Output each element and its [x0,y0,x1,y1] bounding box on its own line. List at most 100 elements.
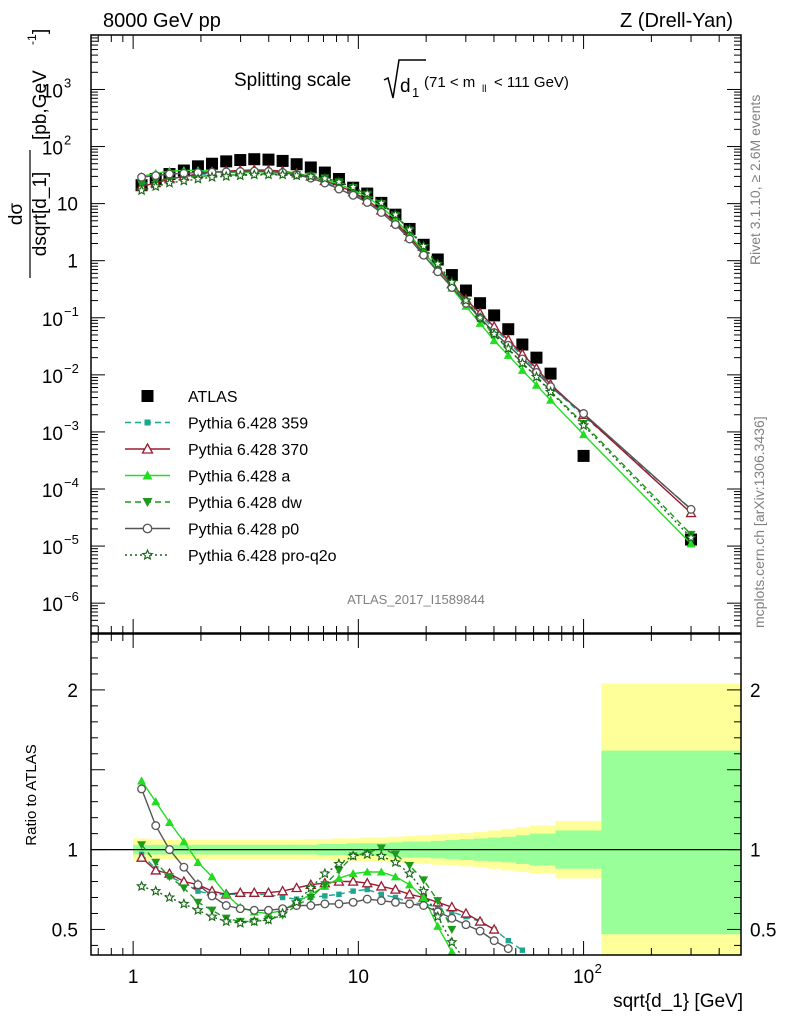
legend-entry: Pythia 6.428 359 [125,416,308,433]
ratio-point [435,904,441,910]
data-point [433,267,443,277]
ratio-point [279,894,286,901]
data-point [220,155,233,168]
ratio-series-pythia-6.428-pro-q2o [135,848,463,955]
ratio-point [405,899,415,909]
legend-entry: ATLAS [141,389,238,406]
ratio-point [206,910,218,922]
x-tick-label-sup: 2 [595,961,602,976]
ratio-point [405,861,415,871]
ratio-point [235,904,245,914]
data-point [319,172,331,184]
ratio-point [178,897,190,909]
ratio-point [419,876,429,885]
ratio-point [333,858,345,869]
data-point [419,250,429,260]
ratio-point [137,784,147,794]
ratio-point [150,864,162,875]
data-point [531,380,541,389]
ratio-point [433,897,443,906]
ratio-point [262,914,275,925]
ratio-point [419,893,429,902]
y-tick-label: 10 [42,367,63,388]
data-point [276,168,289,180]
ratio-point [378,891,385,898]
ratio-point [503,944,513,954]
ratio-point [276,907,289,919]
ratio-point [248,886,260,897]
y-tick-label-sup: −5 [64,532,79,547]
data-point [290,169,303,181]
data-point [163,177,176,188]
data-point [474,297,487,310]
data-point [262,168,275,180]
header-right: Z (Drell-Yan) [620,10,733,32]
ratio-point [376,844,386,853]
series-pythia-6.428-a [137,166,696,548]
data-point [304,161,317,174]
title-text: Splitting scale [234,70,351,91]
y-tick-label: 10 [42,139,63,160]
series-pythia-6.428-pro-q2o [135,168,697,543]
data-point [192,173,204,184]
ratio-point [336,891,342,898]
ylabel-units-sup: -1 [25,34,39,45]
ratio-point [376,867,386,876]
y-tick-label: 10 [42,481,63,502]
ratio-point [277,885,289,896]
ratio-point [305,881,317,893]
ratio-point [461,920,471,930]
data-point [220,170,232,182]
ratio-point [376,896,386,906]
data-point [262,153,275,166]
ratio-point [489,936,499,946]
ratio-point [334,899,344,909]
title-cut-end: < 111 GeV) [494,74,569,91]
ratio-plot-series [135,776,526,955]
ratio-plot-frame [90,633,742,956]
ratio-point [193,857,203,866]
data-point [502,323,515,336]
ratio-point [179,837,189,846]
y-tick-label: 10 [57,195,78,216]
ratio-point [234,886,246,897]
main-title: Splitting scale d 1 (71 < m ll < 111 GeV… [234,59,569,100]
data-point [305,170,317,182]
ratio-point [417,885,430,897]
y-tick-label: 10 [42,424,63,445]
rivet-label: Rivet 3.1.10, ≥ 2.6M events [747,95,763,265]
ratio-point [221,901,231,910]
y-tick-label-sup: 2 [64,133,71,148]
ratio-point [475,926,485,936]
data-point [530,351,543,364]
ratio-point [192,904,204,916]
ratio-point [361,848,373,860]
series-pythia-6.428-p0 [137,166,696,514]
ratio-point [488,923,500,934]
data-point [150,180,162,192]
data-point [334,184,344,194]
xlabel: sqrt{d_1} [GeV] [613,991,743,1012]
ratio-point [348,869,358,878]
ratio-point [151,797,161,806]
ratio-point [137,841,147,850]
legend-label: Pythia 6.428 pro-q2o [188,548,337,565]
data-point [489,335,499,345]
ratio-point [350,888,356,894]
ratio-point [165,845,174,855]
ratio-point [262,886,275,897]
ratio-point [362,894,372,904]
ratio-point [505,937,511,944]
series-pythia-6.428-359 [138,168,694,512]
ratio-point [449,909,455,915]
ratio-point [220,915,232,927]
data-point [432,258,444,269]
top-plot-series [135,153,698,548]
ratio-point [446,936,458,948]
ratio-point [446,901,458,912]
ratio-point [375,850,387,861]
legend-marker [141,390,154,402]
ylabel-numerator: dσ [6,203,27,226]
ratio-point [151,858,161,867]
